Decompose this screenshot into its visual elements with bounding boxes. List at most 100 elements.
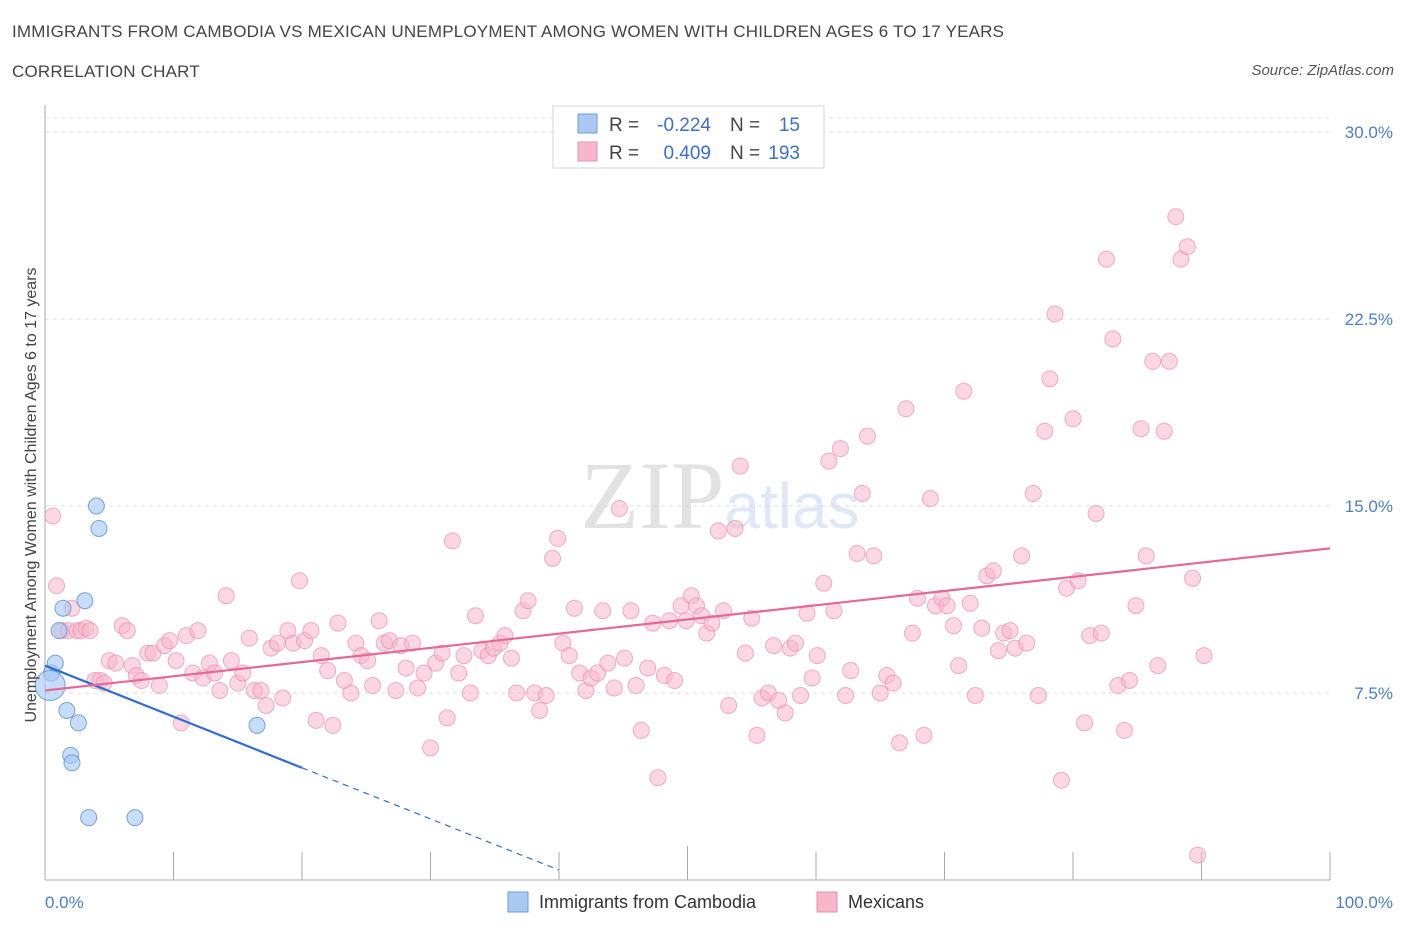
mexicans-point: [48, 577, 66, 595]
cambodia-point: [63, 754, 81, 772]
mexicans-point: [274, 689, 292, 707]
mexicans-point: [415, 664, 433, 682]
mexicans-point: [792, 686, 810, 704]
watermark: ZIPatlas: [580, 442, 859, 549]
mexicans-point: [858, 427, 876, 445]
mexicans-point: [1189, 846, 1207, 864]
mexicans-point: [837, 686, 855, 704]
mexicans-point: [589, 664, 607, 682]
mexicans-point: [743, 609, 761, 627]
mexicans-point: [1097, 250, 1115, 268]
mexicans-point: [450, 664, 468, 682]
source-label: Source: ZipAtlas.com: [1251, 62, 1394, 79]
mexicans-point: [736, 644, 754, 662]
mexicans-trend-line: [44, 547, 1331, 692]
mexicans-point: [1029, 686, 1047, 704]
mexicans-point: [1195, 647, 1213, 665]
legend-swatch: [577, 113, 598, 134]
mexicans-point: [938, 597, 956, 615]
mexicans-point: [803, 669, 821, 687]
mexicans-point: [1184, 569, 1202, 587]
trend-lines: [44, 547, 1331, 871]
cambodia-trend-extension: [301, 767, 560, 871]
mexicans-point: [222, 652, 240, 670]
cambodia-point: [58, 701, 76, 719]
mexicans-point: [616, 649, 634, 667]
cambodia-point: [54, 599, 72, 617]
mexicans-point: [921, 490, 939, 508]
y-tick-label: 7.5%: [1354, 684, 1393, 703]
mexicans-point: [726, 519, 744, 537]
mexicans-point: [387, 682, 405, 700]
mexicans-point: [884, 674, 902, 692]
cambodia-point: [90, 519, 108, 537]
mexicans-point: [359, 652, 377, 670]
mexicans-point: [1104, 330, 1122, 348]
legend-n-label: N =: [730, 143, 760, 164]
mexicans-point: [364, 677, 382, 695]
mexicans-point: [422, 739, 439, 757]
chart-title: IMMIGRANTS FROM CAMBODIA VS MEXICAN UNEM…: [12, 22, 1005, 41]
mexicans-point: [622, 602, 640, 620]
mexicans-point: [370, 612, 388, 630]
mexicans-point: [848, 544, 866, 562]
cambodia-point: [248, 716, 266, 734]
mexicans-point: [290, 572, 308, 590]
mexicans-point: [961, 594, 979, 612]
mexicans-point: [776, 704, 794, 722]
mexicans-point: [161, 632, 179, 650]
mexicans-point: [1160, 352, 1178, 370]
mexicans-point: [1018, 634, 1036, 652]
y-tick-label: 30.0%: [1345, 123, 1393, 142]
y-axis-label: Unemployment Among Women with Children A…: [23, 267, 40, 722]
mexicans-point: [1144, 352, 1162, 370]
bottom-legend-label: Immigrants from Cambodia: [539, 892, 757, 912]
mexicans-point: [1013, 547, 1031, 565]
mexicans-point: [599, 654, 617, 672]
mexicans-point: [605, 679, 623, 697]
legend-frame: [552, 105, 825, 169]
mexicans-point: [1076, 714, 1094, 732]
mexicans-point: [565, 599, 583, 617]
mexicans-point: [217, 587, 235, 605]
legend-n-value: 193: [768, 143, 800, 164]
axes: [44, 105, 1331, 881]
mexicans-point: [966, 686, 984, 704]
mexicans-point: [118, 622, 136, 640]
legend-r-value: -0.224: [657, 115, 711, 136]
mexicans-point: [627, 677, 645, 695]
mexicans-point: [1087, 504, 1105, 522]
mexicans-point: [549, 529, 567, 547]
mexicans-point: [319, 662, 337, 680]
cambodia-trend-line: [44, 664, 303, 769]
mexicans-point: [397, 659, 415, 677]
mexicans-point: [1064, 410, 1082, 428]
mexicans-point: [519, 592, 537, 610]
tick-labels: 7.5% 15.0% 22.5% 30.0% 0.0% 100.0%: [45, 123, 1393, 912]
mexicans-point: [1036, 422, 1054, 440]
y-tick-label: 22.5%: [1345, 310, 1393, 329]
watermark-atlas: atlas: [724, 470, 859, 542]
mexicans-point: [1115, 721, 1133, 739]
mexicans-point: [1127, 597, 1145, 615]
mexicans-point: [808, 647, 826, 665]
mexicans-point: [544, 549, 562, 567]
mexicans-point: [950, 657, 968, 675]
mexicans-point: [107, 654, 125, 672]
legend-r-value: 0.409: [663, 143, 711, 164]
mexicans-point: [1167, 208, 1185, 226]
mexicans-point: [842, 662, 860, 680]
mexicans-point: [831, 440, 849, 458]
bottom-legend-swatch: [816, 891, 838, 913]
mexicans-point: [1178, 238, 1196, 256]
mexicans-point: [1092, 624, 1110, 642]
legend-n-label: N =: [730, 115, 760, 136]
mexicans-point: [709, 522, 727, 540]
mexicans-point: [329, 614, 347, 632]
mexicans-point: [1024, 485, 1042, 503]
mexicans-point: [466, 607, 484, 625]
cambodia-point: [87, 497, 105, 515]
mexicans-point: [891, 734, 909, 752]
legend-n-value: 15: [779, 115, 800, 136]
mexicans-point: [955, 382, 973, 400]
